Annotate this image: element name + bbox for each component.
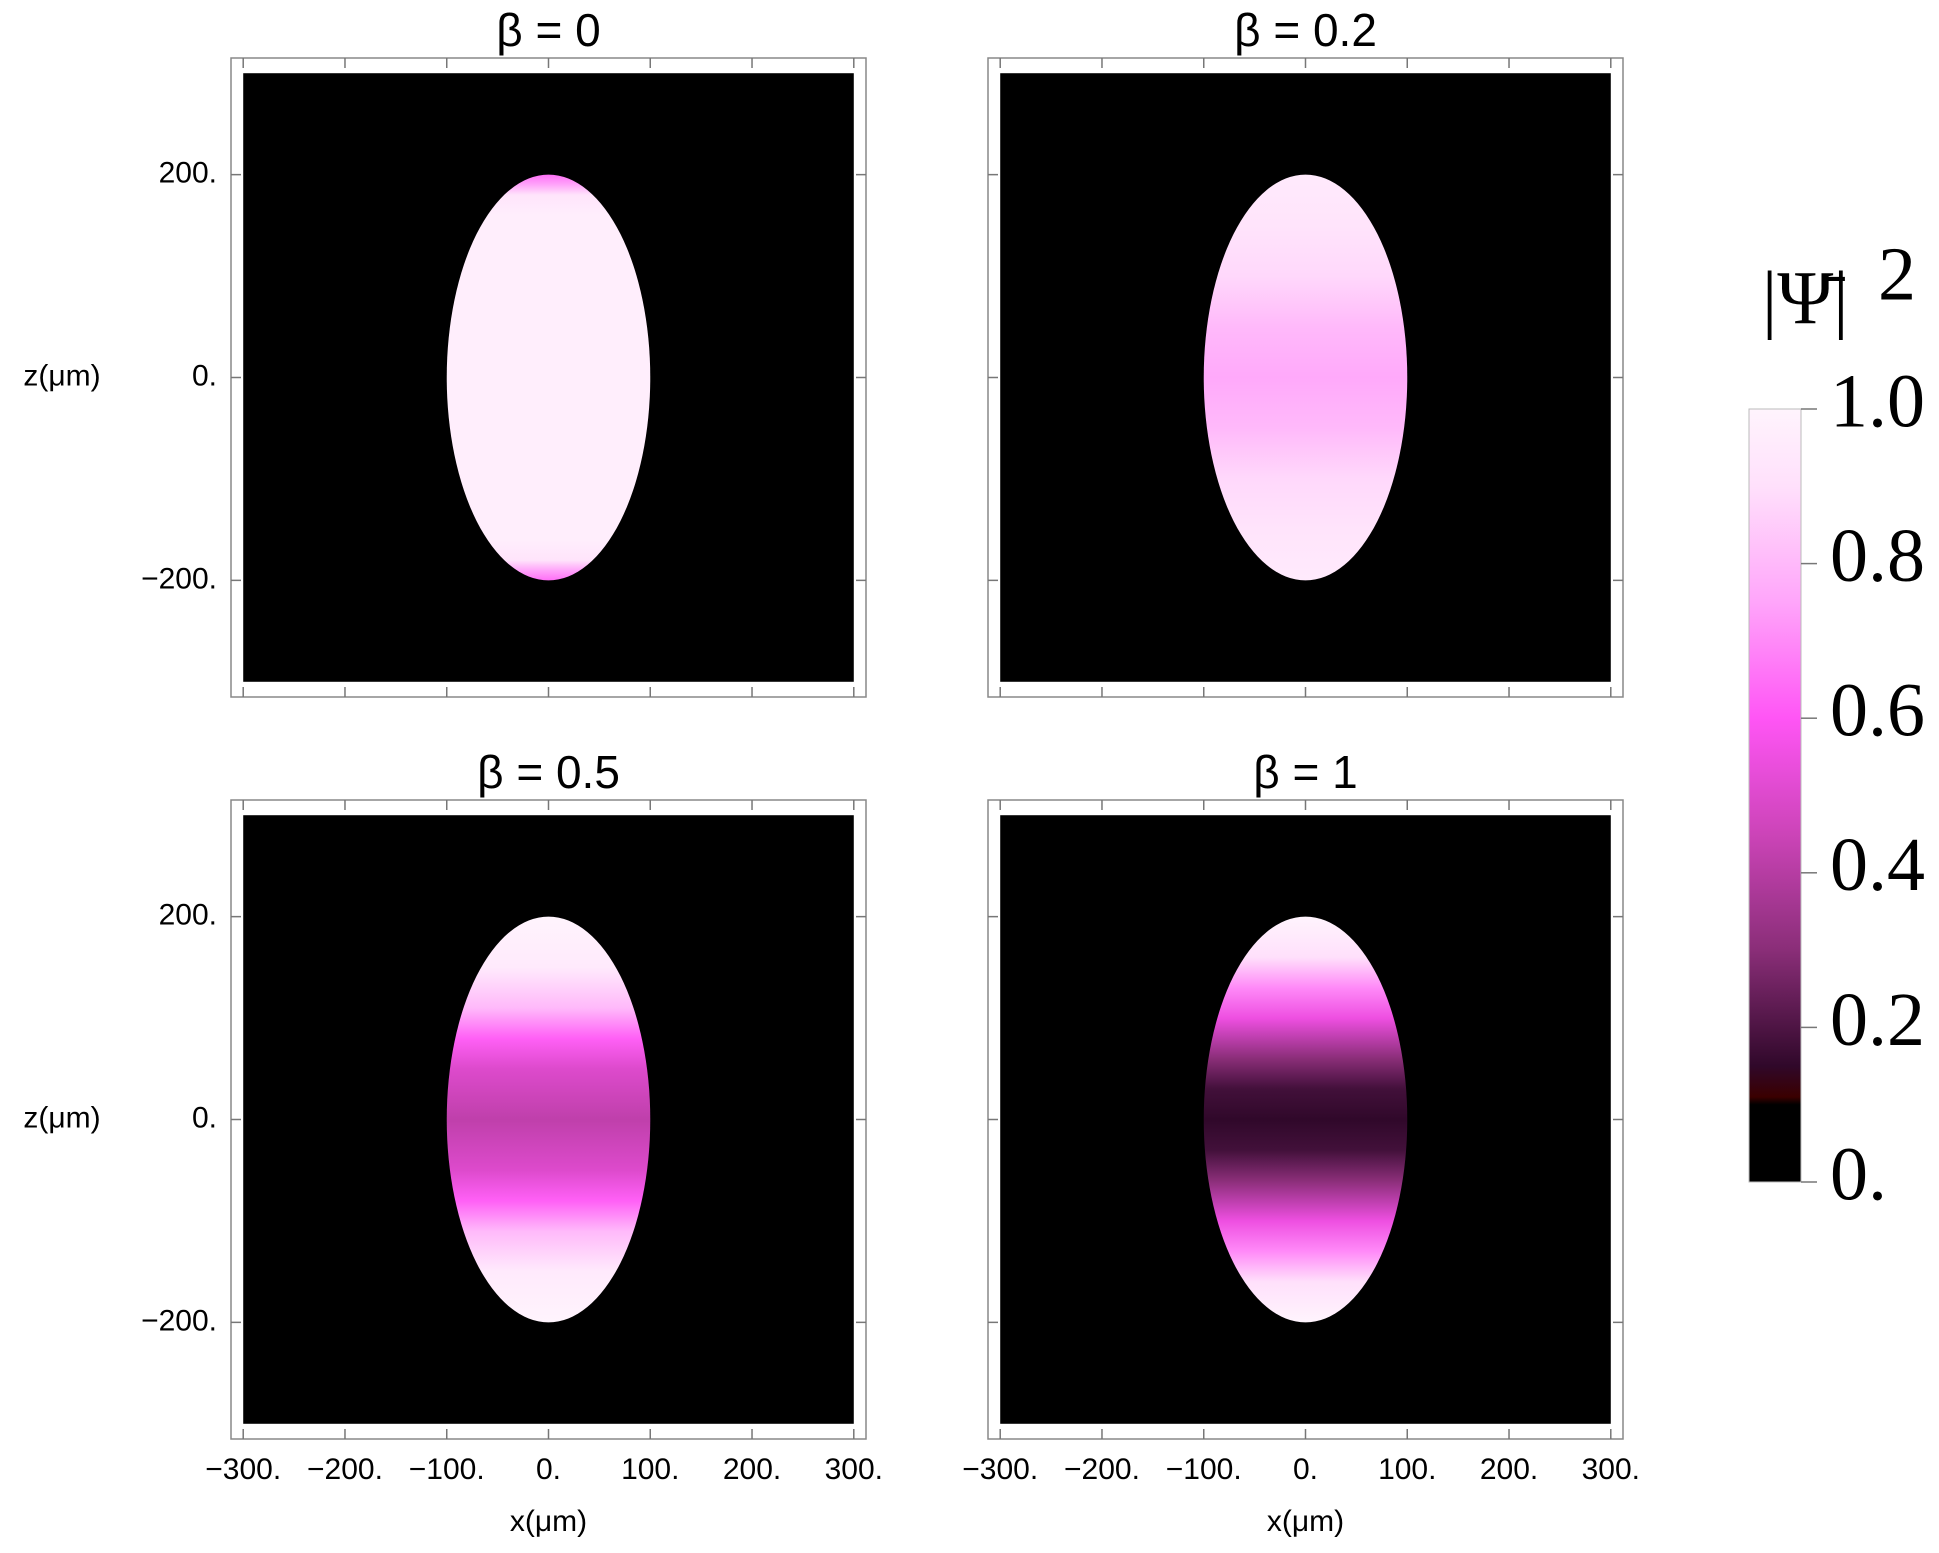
colorbar xyxy=(1748,408,1802,1183)
y-tick-label: 200. xyxy=(159,899,217,932)
panel-title: β = 0.5 xyxy=(477,746,620,798)
x-tick-label: −300. xyxy=(962,1453,1038,1486)
x-tick-label: −100. xyxy=(409,1453,485,1486)
x-tick-label: 200. xyxy=(723,1453,781,1486)
x-tick-label: 100. xyxy=(621,1453,679,1486)
panel-title: β = 0 xyxy=(496,4,600,56)
x-tick-label: −200. xyxy=(1064,1453,1140,1486)
panel-title: β = 1 xyxy=(1253,746,1357,798)
colorbar-tick-label: 0. xyxy=(1830,1132,1887,1216)
x-tick-label: 200. xyxy=(1480,1453,1538,1486)
y-tick-label: 200. xyxy=(159,157,217,190)
density-ellipse xyxy=(446,174,651,581)
colorbar-title-exponent: 2 xyxy=(1878,232,1916,316)
y-axis-label: z(μm) xyxy=(23,359,100,392)
density-ellipse xyxy=(446,916,651,1323)
x-tick-label: −200. xyxy=(307,1453,383,1486)
x-tick-label: −100. xyxy=(1166,1453,1242,1486)
colorbar-title: |Ψ̄| xyxy=(1762,256,1849,340)
x-tick-label: −300. xyxy=(205,1453,281,1486)
x-tick-label: 300. xyxy=(1582,1453,1640,1486)
x-tick-label: 300. xyxy=(825,1453,883,1486)
colorbar-tick-label: 0.6 xyxy=(1830,669,1925,753)
colorbar-tick-label: 0.8 xyxy=(1830,514,1925,598)
colorbar-tick-label: 1.0 xyxy=(1830,359,1925,443)
density-ellipse xyxy=(1203,916,1408,1323)
x-tick-label: 0. xyxy=(536,1453,561,1486)
density-ellipse xyxy=(1203,174,1408,581)
colorbar-tick-label: 0.2 xyxy=(1830,978,1925,1062)
x-axis-label: x(μm) xyxy=(1267,1505,1344,1538)
colorbar-tick-label: 0.4 xyxy=(1830,823,1925,907)
y-tick-label: 0. xyxy=(192,1101,217,1134)
y-tick-label: −200. xyxy=(141,562,217,595)
panel-title: β = 0.2 xyxy=(1234,4,1377,56)
y-tick-label: −200. xyxy=(141,1304,217,1337)
y-tick-label: 0. xyxy=(192,359,217,392)
y-axis-label: z(μm) xyxy=(23,1101,100,1134)
x-axis-label: x(μm) xyxy=(510,1505,587,1538)
x-tick-label: 0. xyxy=(1293,1453,1318,1486)
x-tick-label: 100. xyxy=(1378,1453,1436,1486)
